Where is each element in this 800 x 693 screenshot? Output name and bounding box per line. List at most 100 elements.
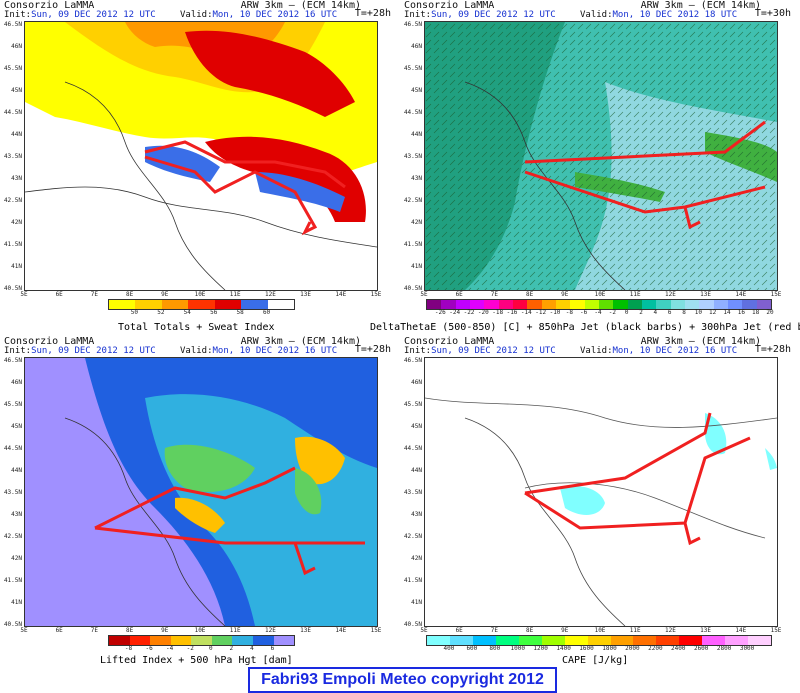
lat-tick: 43N — [411, 511, 422, 518]
colorbar-tick: 6 — [270, 645, 275, 652]
lat-tick: 40.5N — [403, 285, 422, 292]
panel-header: Consorzio LaMMA ARW 3km – (ECM 14km) T=+… — [404, 0, 791, 24]
colorbar-swatch — [613, 300, 628, 309]
colorbar-swatch — [472, 636, 496, 645]
lat-tick: 46N — [11, 379, 22, 386]
colorbar-tick: 10 — [694, 309, 702, 316]
panel-cape: Consorzio LaMMA ARW 3km – (ECM 14km) T=+… — [400, 336, 795, 666]
panel-lifted-index: Consorzio LaMMA ARW 3km – (ECM 14km) T=+… — [0, 336, 395, 666]
lat-tick: 43.5N — [3, 153, 22, 160]
lat-tick: 42.5N — [3, 533, 22, 540]
colorbar-tick: 1600 — [579, 645, 594, 652]
colorbar-tick: 2 — [229, 645, 234, 652]
colorbar-swatch — [610, 636, 634, 645]
colorbar-tick: 12 — [709, 309, 717, 316]
lat-tick: 44N — [411, 467, 422, 474]
lat-tick: 40.5N — [3, 285, 22, 292]
lat-tick: 42N — [411, 555, 422, 562]
colorbar-tick: -10 — [549, 309, 561, 316]
longitude-axis: 5E 6E 7E 8E 9E 10E 11E 12E 13E 14E 15E — [20, 627, 381, 635]
map-delta-theta-e — [424, 21, 778, 291]
lat-tick: 46.5N — [403, 21, 422, 28]
lat-tick: 45N — [11, 87, 22, 94]
colorbar-swatch — [518, 636, 542, 645]
colorbar-ticks: 400 600 800 1000 1200 1400 1600 1800 2000 2200 240… — [426, 645, 770, 652]
colorbar-ticks: 50 52 54 56 58 60 — [108, 309, 293, 316]
lat-tick: 42N — [11, 219, 22, 226]
colorbar-swatch — [702, 636, 726, 645]
colorbar-swatch — [191, 636, 212, 645]
colorbar-swatch — [656, 636, 680, 645]
lat-tick: 42N — [411, 219, 422, 226]
lon-tick: 8E — [125, 291, 134, 298]
lon-tick: 10E — [594, 627, 606, 634]
colorbar-swatch — [241, 300, 268, 309]
lat-tick: 43N — [11, 175, 22, 182]
colorbar-tick: 58 — [236, 309, 244, 316]
colorbar-swatch — [455, 300, 470, 309]
model-name: ARW 3km – (ECM 14km) — [640, 336, 761, 347]
colorbar-ticks: -26 -24 -22 -20 -18 -16 -14 -12 -10 -8 -6 -4 -2 0 2 4 6 8… — [426, 309, 774, 316]
colorbar-tick: 2000 — [625, 645, 640, 652]
lat-tick: 44N — [411, 131, 422, 138]
colorbar-swatch — [633, 636, 657, 645]
colorbar-swatch — [449, 636, 473, 645]
lon-tick: 6E — [455, 291, 463, 298]
lon-tick: 12E — [664, 627, 676, 634]
colorbar-swatch — [512, 300, 528, 309]
lon-tick: 10E — [594, 291, 606, 298]
lat-tick: 46.5N — [3, 357, 22, 364]
colorbar-tick: -8 — [565, 309, 573, 316]
colorbar-swatch — [541, 636, 565, 645]
lat-tick: 43N — [411, 175, 422, 182]
model-name: ARW 3km – (ECM 14km) — [240, 0, 361, 11]
colorbar-tick: -14 — [520, 309, 532, 316]
colorbar — [108, 635, 295, 646]
colorbar-tick: 18 — [752, 309, 760, 316]
colorbar-swatch — [541, 300, 556, 309]
lat-tick: 46N — [411, 379, 422, 386]
colorbar-tick: 60 — [262, 309, 271, 316]
init-time: Init:Sun, 09 DEC 2012 12 UTC — [404, 346, 556, 356]
colorbar-tick: -22 — [463, 309, 475, 316]
lat-tick: 46N — [11, 43, 22, 50]
lon-tick: 13E — [700, 291, 712, 298]
latitude-axis: 46.5N 46N 45.5N 45N 44.5N 44N 43.5N 43N 42.5N 42N… — [400, 357, 424, 628]
lon-tick: 9E — [561, 291, 569, 298]
forecast-step: T=+28h — [354, 8, 391, 19]
colorbar-swatch — [679, 636, 703, 645]
colorbar-tick: 800 — [489, 645, 501, 652]
lon-tick: 8E — [525, 627, 534, 634]
lat-tick: 45N — [11, 423, 22, 430]
colorbar-swatch — [756, 300, 771, 309]
lon-tick: 14E — [335, 291, 347, 298]
colorbar — [426, 635, 772, 646]
lon-tick: 12E — [264, 627, 276, 634]
map-canvas — [25, 358, 377, 626]
colorbar-swatch — [570, 300, 585, 309]
lat-tick: 46N — [411, 43, 422, 50]
lon-tick: 14E — [735, 627, 747, 634]
lat-tick: 46.5N — [3, 21, 22, 28]
lat-tick: 44.5N — [403, 109, 422, 116]
panel-header: Consorzio LaMMA ARW 3km – (ECM 14km) T=+… — [404, 336, 791, 360]
lon-tick: 7E — [490, 291, 499, 298]
forecast-step: T=+28h — [354, 344, 391, 355]
colorbar-swatch — [495, 636, 519, 645]
forecast-step: T=+30h — [754, 8, 791, 19]
valid-time: Valid:Mon, 10 DEC 2012 16 UTC — [180, 10, 338, 20]
colorbar-swatch — [267, 300, 294, 309]
colorbar — [108, 299, 295, 310]
lon-tick: 5E — [420, 291, 428, 298]
valid-time: Valid:Mon, 10 DEC 2012 16 UTC — [580, 346, 738, 356]
org-name: Consorzio LaMMA — [404, 0, 495, 11]
org-name: Consorzio LaMMA — [404, 336, 495, 347]
colorbar-swatch — [273, 636, 295, 645]
colorbar-swatch — [469, 300, 485, 309]
colorbar-tick: 4 — [250, 645, 254, 652]
colorbar-tick: 52 — [157, 309, 165, 316]
lat-tick: 41N — [11, 263, 22, 270]
caption-total-totals: Total Totals + Sweat Index — [118, 322, 275, 333]
colorbar-tick: 54 — [183, 309, 191, 316]
lat-tick: 43.5N — [3, 489, 22, 496]
